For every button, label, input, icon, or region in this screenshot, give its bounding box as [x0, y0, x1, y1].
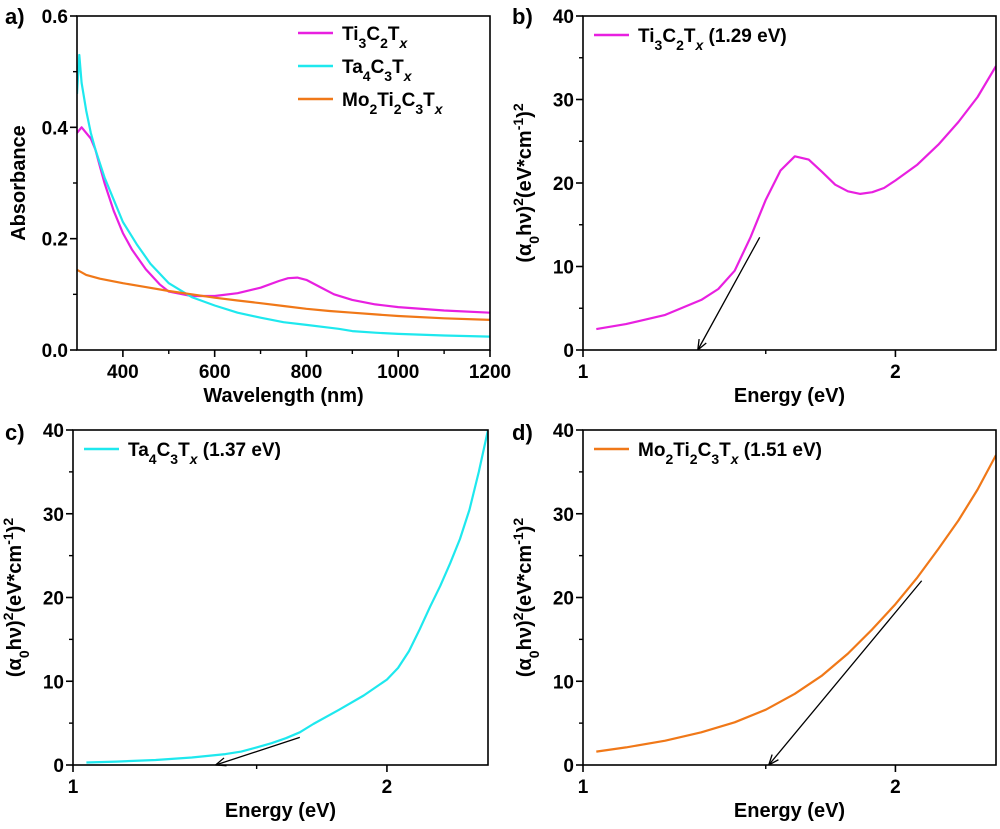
y-axis-label: (α0hν)2(eV*cm-1)2 [510, 103, 542, 263]
y-tick-label: 20 [553, 589, 574, 610]
x-tick-label: 1000 [377, 362, 419, 383]
legend-label: Ta4C3Tx (1.37 eV) [128, 440, 281, 467]
x-tick-label: 2 [382, 777, 393, 798]
series-line-cyan [86, 430, 488, 763]
series-line-orange [596, 455, 996, 751]
y-axis-label: (α0hν)2(eV*cm-1)2 [510, 518, 542, 678]
y-tick-label: 0.4 [42, 118, 69, 139]
y-tick-label: 30 [43, 505, 64, 526]
y-tick-label: 40 [43, 421, 64, 442]
panel-label: b) [512, 4, 533, 29]
x-tick-label: 1200 [469, 362, 511, 383]
x-tick-label: 2 [890, 777, 901, 798]
x-axis-label: Energy (eV) [734, 800, 845, 822]
x-axis-label: Energy (eV) [225, 800, 336, 822]
y-tick-label: 40 [553, 421, 574, 442]
series-line-magenta [596, 66, 996, 329]
plot-frame [583, 430, 996, 765]
legend-label: Ti3C2Tx (1.29 eV) [638, 26, 787, 53]
plot-frame [77, 16, 490, 350]
legend-label: Mo2Ti2C3Tx (1.51 eV) [638, 440, 822, 467]
y-tick-label: 30 [553, 91, 574, 112]
y-tick-label: 10 [43, 672, 64, 693]
y-tick-label: 10 [553, 258, 574, 279]
arrowhead-icon [698, 339, 706, 350]
y-tick-label: 10 [553, 672, 574, 693]
panel-label: d) [512, 420, 533, 445]
y-axis-label: (α0hν)2(eV*cm-1)2 [0, 518, 32, 678]
legend-label: Mo2Ti2C3Tx [342, 90, 444, 117]
legend-label: Ta4C3Tx [342, 57, 413, 84]
legend-label: Ti3C2Tx [342, 24, 408, 51]
x-tick-label: 1 [68, 777, 79, 798]
x-tick-label: 400 [107, 362, 139, 383]
plot-frame [73, 430, 488, 765]
x-axis-label: Energy (eV) [734, 385, 845, 407]
y-tick-label: 0.0 [42, 341, 68, 362]
y-tick-label: 0 [563, 756, 574, 777]
tangent-line [216, 737, 300, 765]
x-axis-label: Wavelength (nm) [203, 385, 363, 407]
y-tick-label: 0.2 [42, 230, 68, 251]
plot-frame [583, 16, 996, 350]
panel-label: c) [5, 420, 25, 445]
x-tick-label: 800 [291, 362, 323, 383]
x-tick-label: 1 [578, 362, 589, 383]
panel-a: 400 600 800 1000 1200 0.0 0.2 0.4 0.6 a) Wavelengt… [5, 4, 511, 407]
tangent-line [769, 581, 922, 765]
y-tick-label: 0 [563, 341, 574, 362]
tangent-line [698, 237, 760, 350]
y-tick-label: 0 [53, 756, 64, 777]
x-tick-label: 2 [890, 362, 901, 383]
series-line-orange [77, 270, 490, 320]
y-tick-label: 0.6 [42, 7, 68, 28]
y-tick-label: 20 [43, 589, 64, 610]
x-tick-label: 600 [199, 362, 231, 383]
panel-label: a) [5, 4, 25, 29]
y-tick-label: 30 [553, 505, 574, 526]
x-tick-label: 1 [578, 777, 589, 798]
y-tick-label: 20 [553, 174, 574, 195]
y-tick-label: 40 [553, 7, 574, 28]
y-axis-label: Absorbance [8, 125, 30, 241]
